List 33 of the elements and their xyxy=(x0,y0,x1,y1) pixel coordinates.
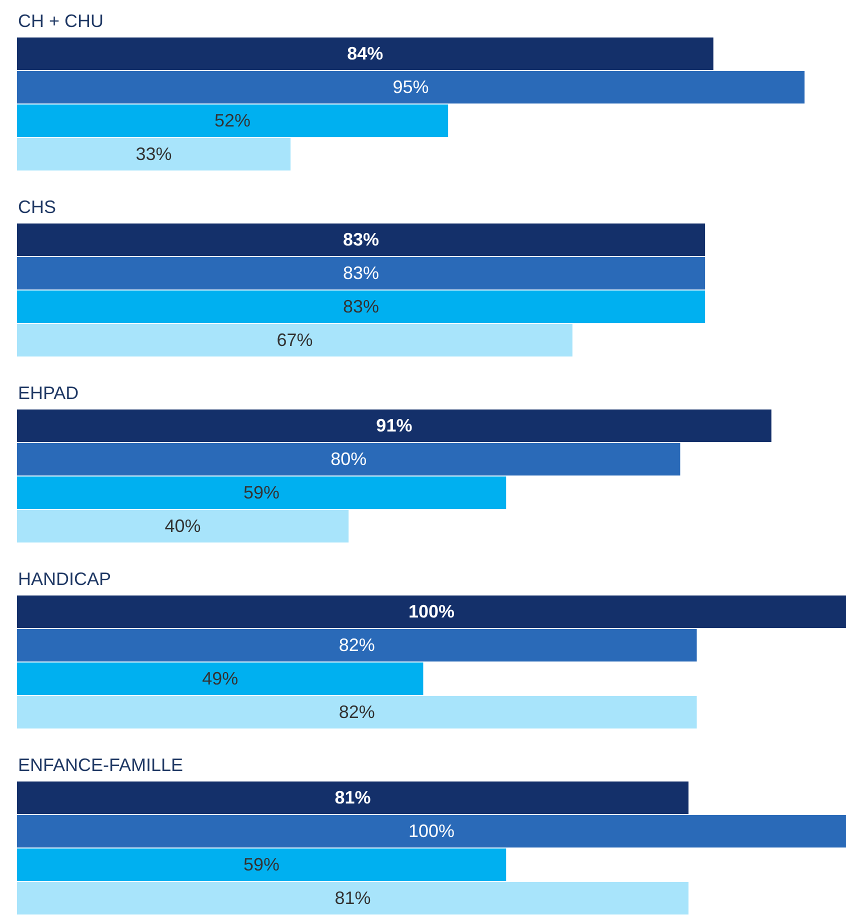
data-label: 33% xyxy=(136,144,172,164)
chart-title: CH + CHU xyxy=(17,10,105,33)
data-label: 83% xyxy=(343,263,380,284)
data-label: 67% xyxy=(276,330,313,350)
bar xyxy=(17,410,772,442)
data-label: 82% xyxy=(338,635,375,656)
chart-title: EHPAD xyxy=(17,382,80,405)
bar xyxy=(17,510,349,542)
data-label: 91% xyxy=(376,416,412,436)
bar xyxy=(17,71,805,104)
chart-title: HANDICAP xyxy=(17,568,112,591)
chart-title: CHS xyxy=(17,196,58,219)
bar xyxy=(17,104,448,137)
data-label: 100% xyxy=(408,602,455,622)
data-label: 40% xyxy=(164,516,201,536)
data-label: 81% xyxy=(334,888,371,908)
data-label: 81% xyxy=(334,788,371,808)
data-label: 100% xyxy=(408,821,455,842)
data-label: 83% xyxy=(343,296,380,317)
data-label: 52% xyxy=(214,110,251,131)
bar xyxy=(17,476,506,509)
data-label: 83% xyxy=(343,230,380,250)
data-label: 59% xyxy=(244,854,280,875)
bar xyxy=(17,38,714,70)
bar xyxy=(17,138,291,170)
data-label: 84% xyxy=(347,44,384,64)
chart-title: ENFANCE-FAMILLE xyxy=(17,754,184,777)
data-label: 80% xyxy=(330,449,367,470)
data-label: 95% xyxy=(392,77,429,98)
data-label: 49% xyxy=(202,668,238,689)
data-label: 82% xyxy=(338,702,375,722)
data-label: 59% xyxy=(244,482,280,503)
bar xyxy=(17,443,680,476)
